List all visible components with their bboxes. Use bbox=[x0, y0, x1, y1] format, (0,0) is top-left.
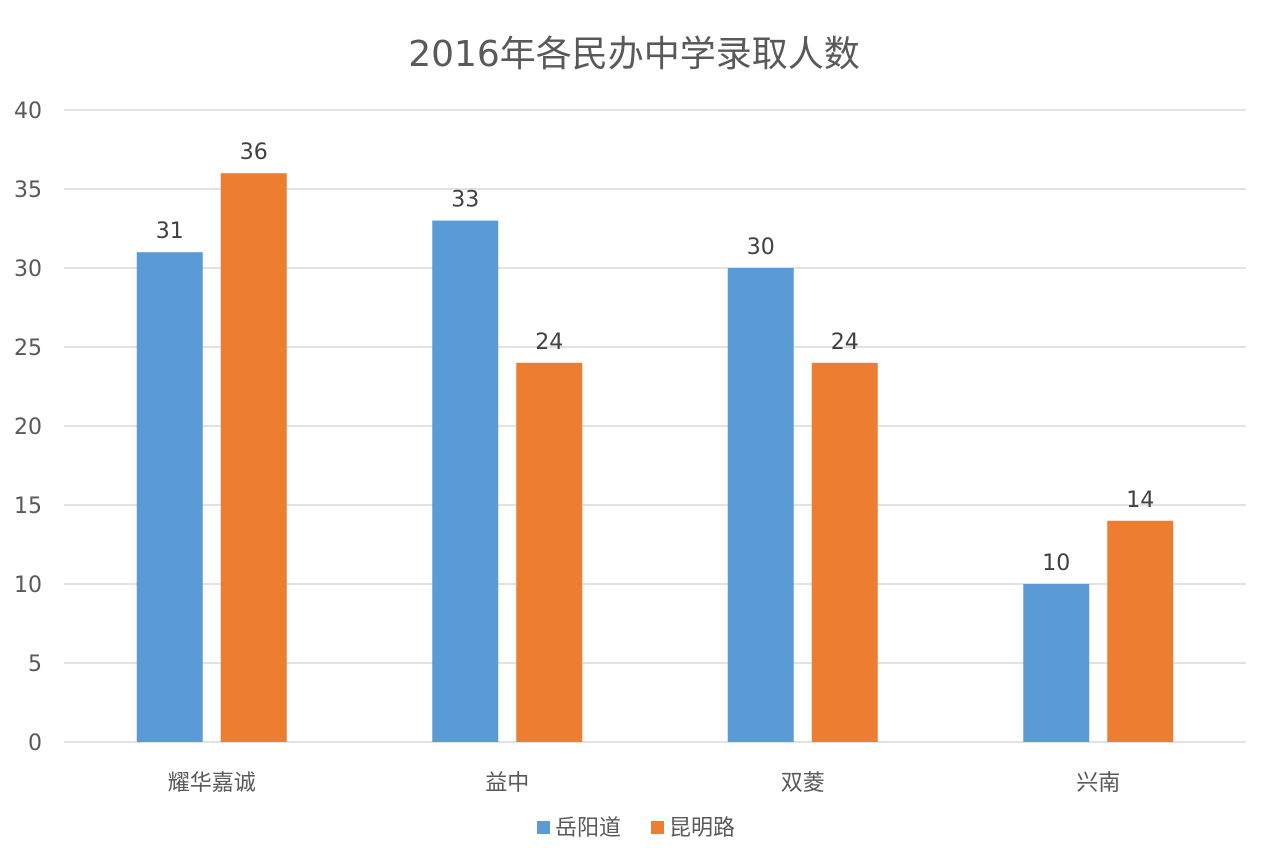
data-label: 36 bbox=[240, 140, 268, 165]
legend-label: 岳阳道 bbox=[555, 816, 621, 841]
y-tick-label: 30 bbox=[14, 257, 42, 282]
y-tick-label: 35 bbox=[14, 178, 42, 203]
data-label: 33 bbox=[451, 188, 479, 213]
bar-series-1 bbox=[1023, 584, 1090, 742]
bar-series-2 bbox=[516, 362, 583, 742]
bar-series-1 bbox=[136, 252, 203, 742]
bars bbox=[136, 173, 1174, 743]
data-label: 30 bbox=[747, 235, 775, 260]
data-label: 10 bbox=[1042, 551, 1070, 576]
legend-swatch bbox=[537, 821, 550, 834]
chart-title: 2016年各民办中学录取人数 bbox=[408, 34, 860, 75]
data-labels: 31 36 33 24 30 24 10 14 bbox=[156, 140, 1155, 576]
bar-series-1 bbox=[432, 220, 499, 743]
legend-label: 昆明路 bbox=[669, 816, 735, 841]
legend-swatch bbox=[651, 821, 664, 834]
bar-series-2 bbox=[1107, 520, 1174, 742]
y-tick-label: 25 bbox=[14, 336, 42, 361]
y-tick-label: 10 bbox=[14, 573, 42, 598]
x-category-label: 耀华嘉诚 bbox=[168, 771, 256, 796]
data-label: 24 bbox=[535, 330, 563, 355]
x-category-label: 益中 bbox=[485, 771, 529, 796]
y-tick-label: 5 bbox=[28, 652, 42, 677]
x-axis-categories: 耀华嘉诚 益中 双菱 兴南 bbox=[168, 771, 1121, 796]
x-category-label: 兴南 bbox=[1076, 771, 1120, 796]
y-axis-ticks: 0 5 10 15 20 25 30 35 40 bbox=[14, 99, 42, 756]
legend: 岳阳道 昆明路 bbox=[537, 816, 735, 841]
bar-series-1 bbox=[727, 268, 794, 742]
data-label: 31 bbox=[156, 219, 184, 244]
bar-series-2 bbox=[811, 362, 878, 742]
y-tick-label: 15 bbox=[14, 494, 42, 519]
y-tick-label: 0 bbox=[28, 731, 42, 756]
y-tick-label: 20 bbox=[14, 415, 42, 440]
bar-series-2 bbox=[220, 173, 287, 742]
data-label: 24 bbox=[831, 330, 859, 355]
data-label: 14 bbox=[1126, 488, 1154, 513]
y-tick-label: 40 bbox=[14, 99, 42, 124]
x-category-label: 双菱 bbox=[781, 771, 825, 796]
